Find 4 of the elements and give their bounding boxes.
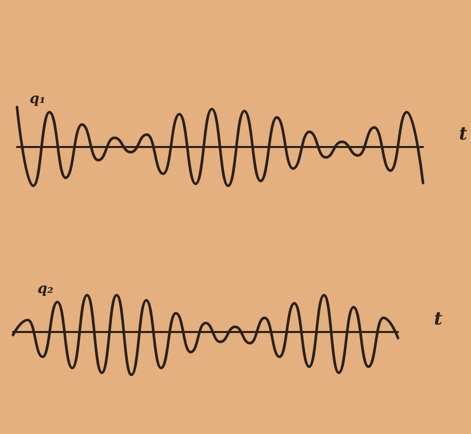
- x-axis-title: t: [459, 124, 468, 144]
- series-label: q₂: [37, 281, 54, 297]
- x-axis-title: t: [434, 308, 443, 330]
- series-label: q₁: [30, 91, 46, 108]
